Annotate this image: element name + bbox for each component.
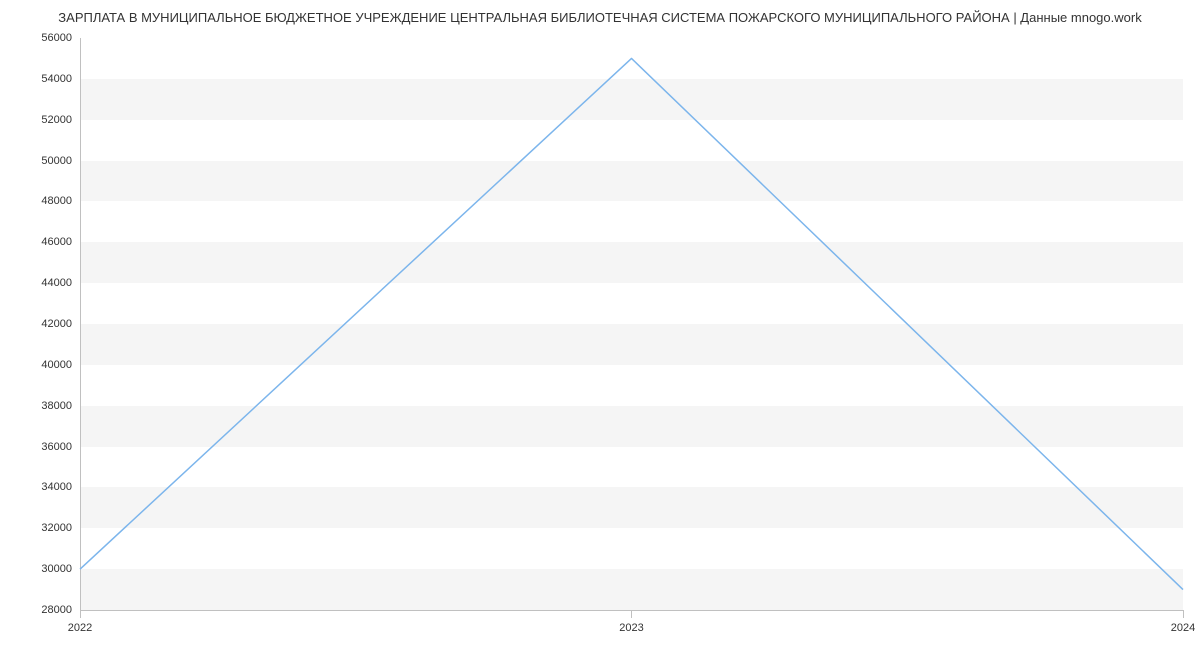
y-tick-label: 52000 [30,114,72,126]
y-tick-label: 56000 [30,32,72,44]
y-tick-label: 54000 [30,73,72,85]
y-tick-label: 36000 [30,441,72,453]
y-tick-label: 28000 [30,604,72,616]
x-tick-label: 2023 [619,622,643,634]
y-tick-label: 46000 [30,236,72,248]
plot-area: 2800030000320003400036000380004000042000… [80,38,1183,610]
y-tick-label: 30000 [30,563,72,575]
x-tick-mark [631,610,632,618]
x-tick-mark [1183,610,1184,618]
y-tick-label: 32000 [30,522,72,534]
y-tick-label: 50000 [30,155,72,167]
y-tick-label: 42000 [30,318,72,330]
y-tick-label: 40000 [30,359,72,371]
salary-line-chart: ЗАРПЛАТА В МУНИЦИПАЛЬНОЕ БЮДЖЕТНОЕ УЧРЕЖ… [0,0,1200,650]
x-tick-label: 2024 [1171,622,1195,634]
chart-title: ЗАРПЛАТА В МУНИЦИПАЛЬНОЕ БЮДЖЕТНОЕ УЧРЕЖ… [0,10,1200,25]
y-tick-label: 44000 [30,277,72,289]
y-tick-label: 48000 [30,195,72,207]
series-line [80,38,1183,610]
y-tick-label: 38000 [30,400,72,412]
x-tick-label: 2022 [68,622,92,634]
y-tick-label: 34000 [30,481,72,493]
x-tick-mark [80,610,81,618]
